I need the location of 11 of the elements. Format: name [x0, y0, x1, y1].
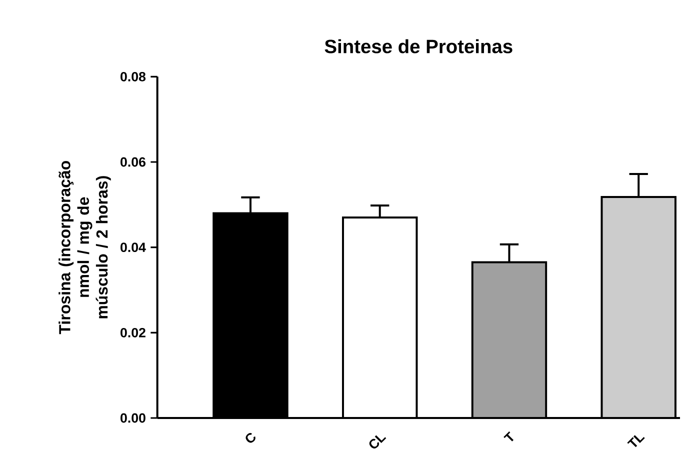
y-tick-label: 0.00: [120, 413, 146, 423]
y-tick-label: 0.06: [120, 157, 146, 167]
y-tick-label: 0.04: [120, 242, 146, 252]
y-tick-label: 0.08: [120, 72, 146, 82]
y-axis-title: Tirosina (incorporação nmol / mg de músculo / 2 horas): [58, 160, 111, 334]
x-tick-label: TL: [627, 435, 645, 448]
x-tick-label: CL: [369, 435, 386, 448]
chart-title: Sintese de Proteinas: [324, 39, 512, 54]
y-tick-label: 0.02: [120, 328, 146, 338]
x-tick-label: C: [246, 433, 256, 443]
x-tick-label: T: [504, 431, 514, 442]
